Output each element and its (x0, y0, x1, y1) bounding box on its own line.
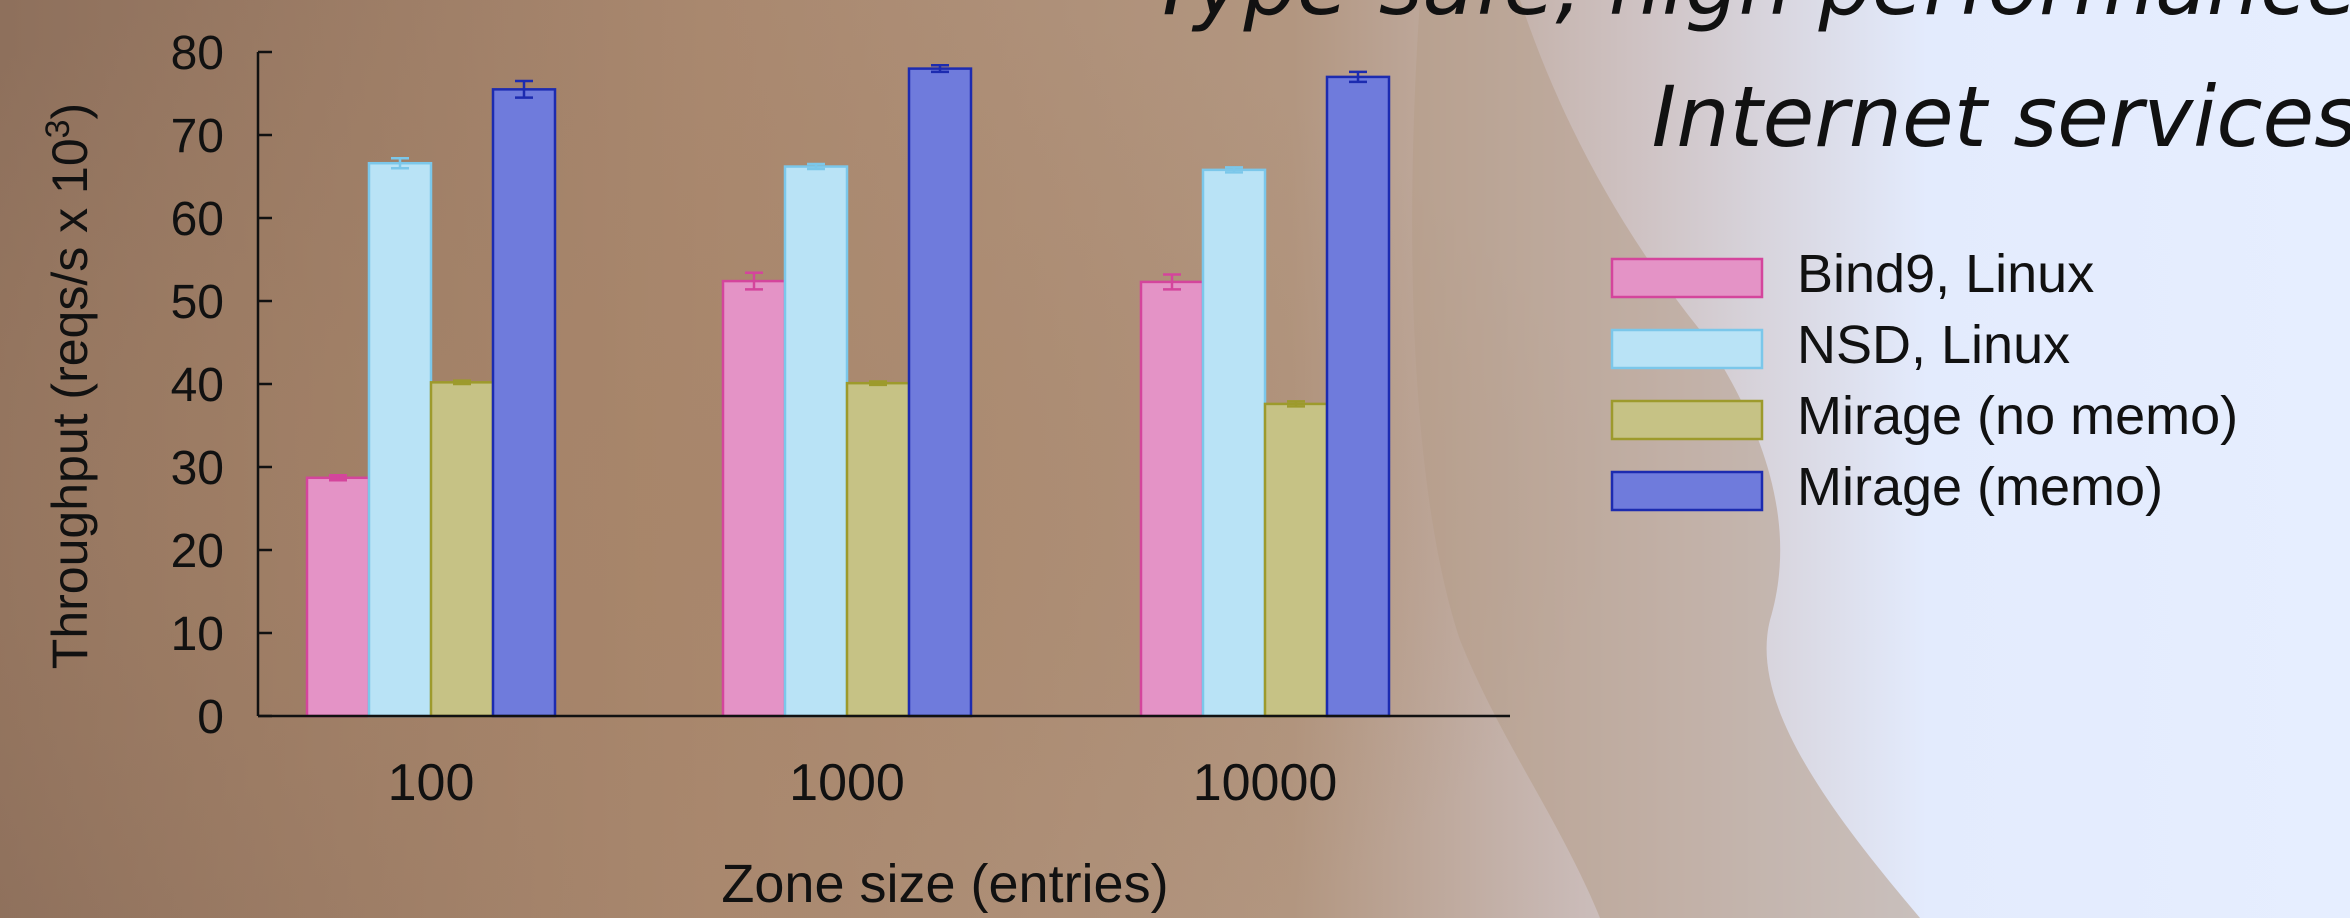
x-axis-label: Zone size (entries) (721, 854, 1168, 914)
bar (1139, 280, 1205, 718)
y-tick-label: 80 (171, 27, 224, 80)
y-tick-label: 30 (171, 442, 224, 495)
y-tick-label: 70 (171, 110, 224, 163)
x-tick-label: 1000 (789, 754, 905, 812)
y-tick-label: 20 (171, 525, 224, 578)
y-tick-label: 50 (171, 276, 224, 329)
y-axis-label-close: ) (42, 103, 98, 120)
y-tick-label: 10 (171, 608, 224, 661)
x-tick-label: 100 (388, 754, 475, 812)
bar (907, 67, 973, 718)
legend-swatch (1610, 328, 1764, 370)
bar (1263, 402, 1329, 718)
background-silhouette (1412, 0, 1920, 918)
legend-label: NSD, Linux (1797, 315, 2070, 375)
y-axis-label: Throughput (reqs/s x 103) (39, 103, 98, 669)
bar (305, 476, 371, 718)
bar (429, 381, 495, 718)
legend-label: Mirage (memo) (1797, 457, 2163, 517)
legend-swatch (1610, 257, 1764, 299)
x-tick-label: 10000 (1193, 754, 1338, 812)
legend-label: Mirage (no memo) (1797, 386, 2238, 446)
bar (491, 88, 557, 718)
bar (721, 279, 787, 718)
bar-chart: 0 10 20 30 40 50 60 70 80 100 1000 10000 Zone size (… (39, 27, 2238, 914)
y-axis-label-superscript: 3 (39, 119, 77, 138)
bar (845, 381, 911, 718)
legend-swatch (1610, 470, 1764, 512)
bar (783, 165, 849, 718)
legend-label: Bind9, Linux (1797, 244, 2094, 304)
legend-swatch (1610, 399, 1764, 441)
bar (1201, 168, 1267, 718)
y-tick-label: 60 (171, 193, 224, 246)
slide-title-line-2: Internet services (1651, 68, 2350, 166)
y-tick-label: 0 (197, 691, 224, 744)
y-tick-label: 40 (171, 359, 224, 412)
bar (367, 161, 433, 718)
slide-title-line-1: Type-safe, high performance (1150, 0, 2350, 34)
y-axis-label-text: Throughput (reqs/s x 10 (42, 138, 98, 669)
bar (1325, 75, 1391, 718)
